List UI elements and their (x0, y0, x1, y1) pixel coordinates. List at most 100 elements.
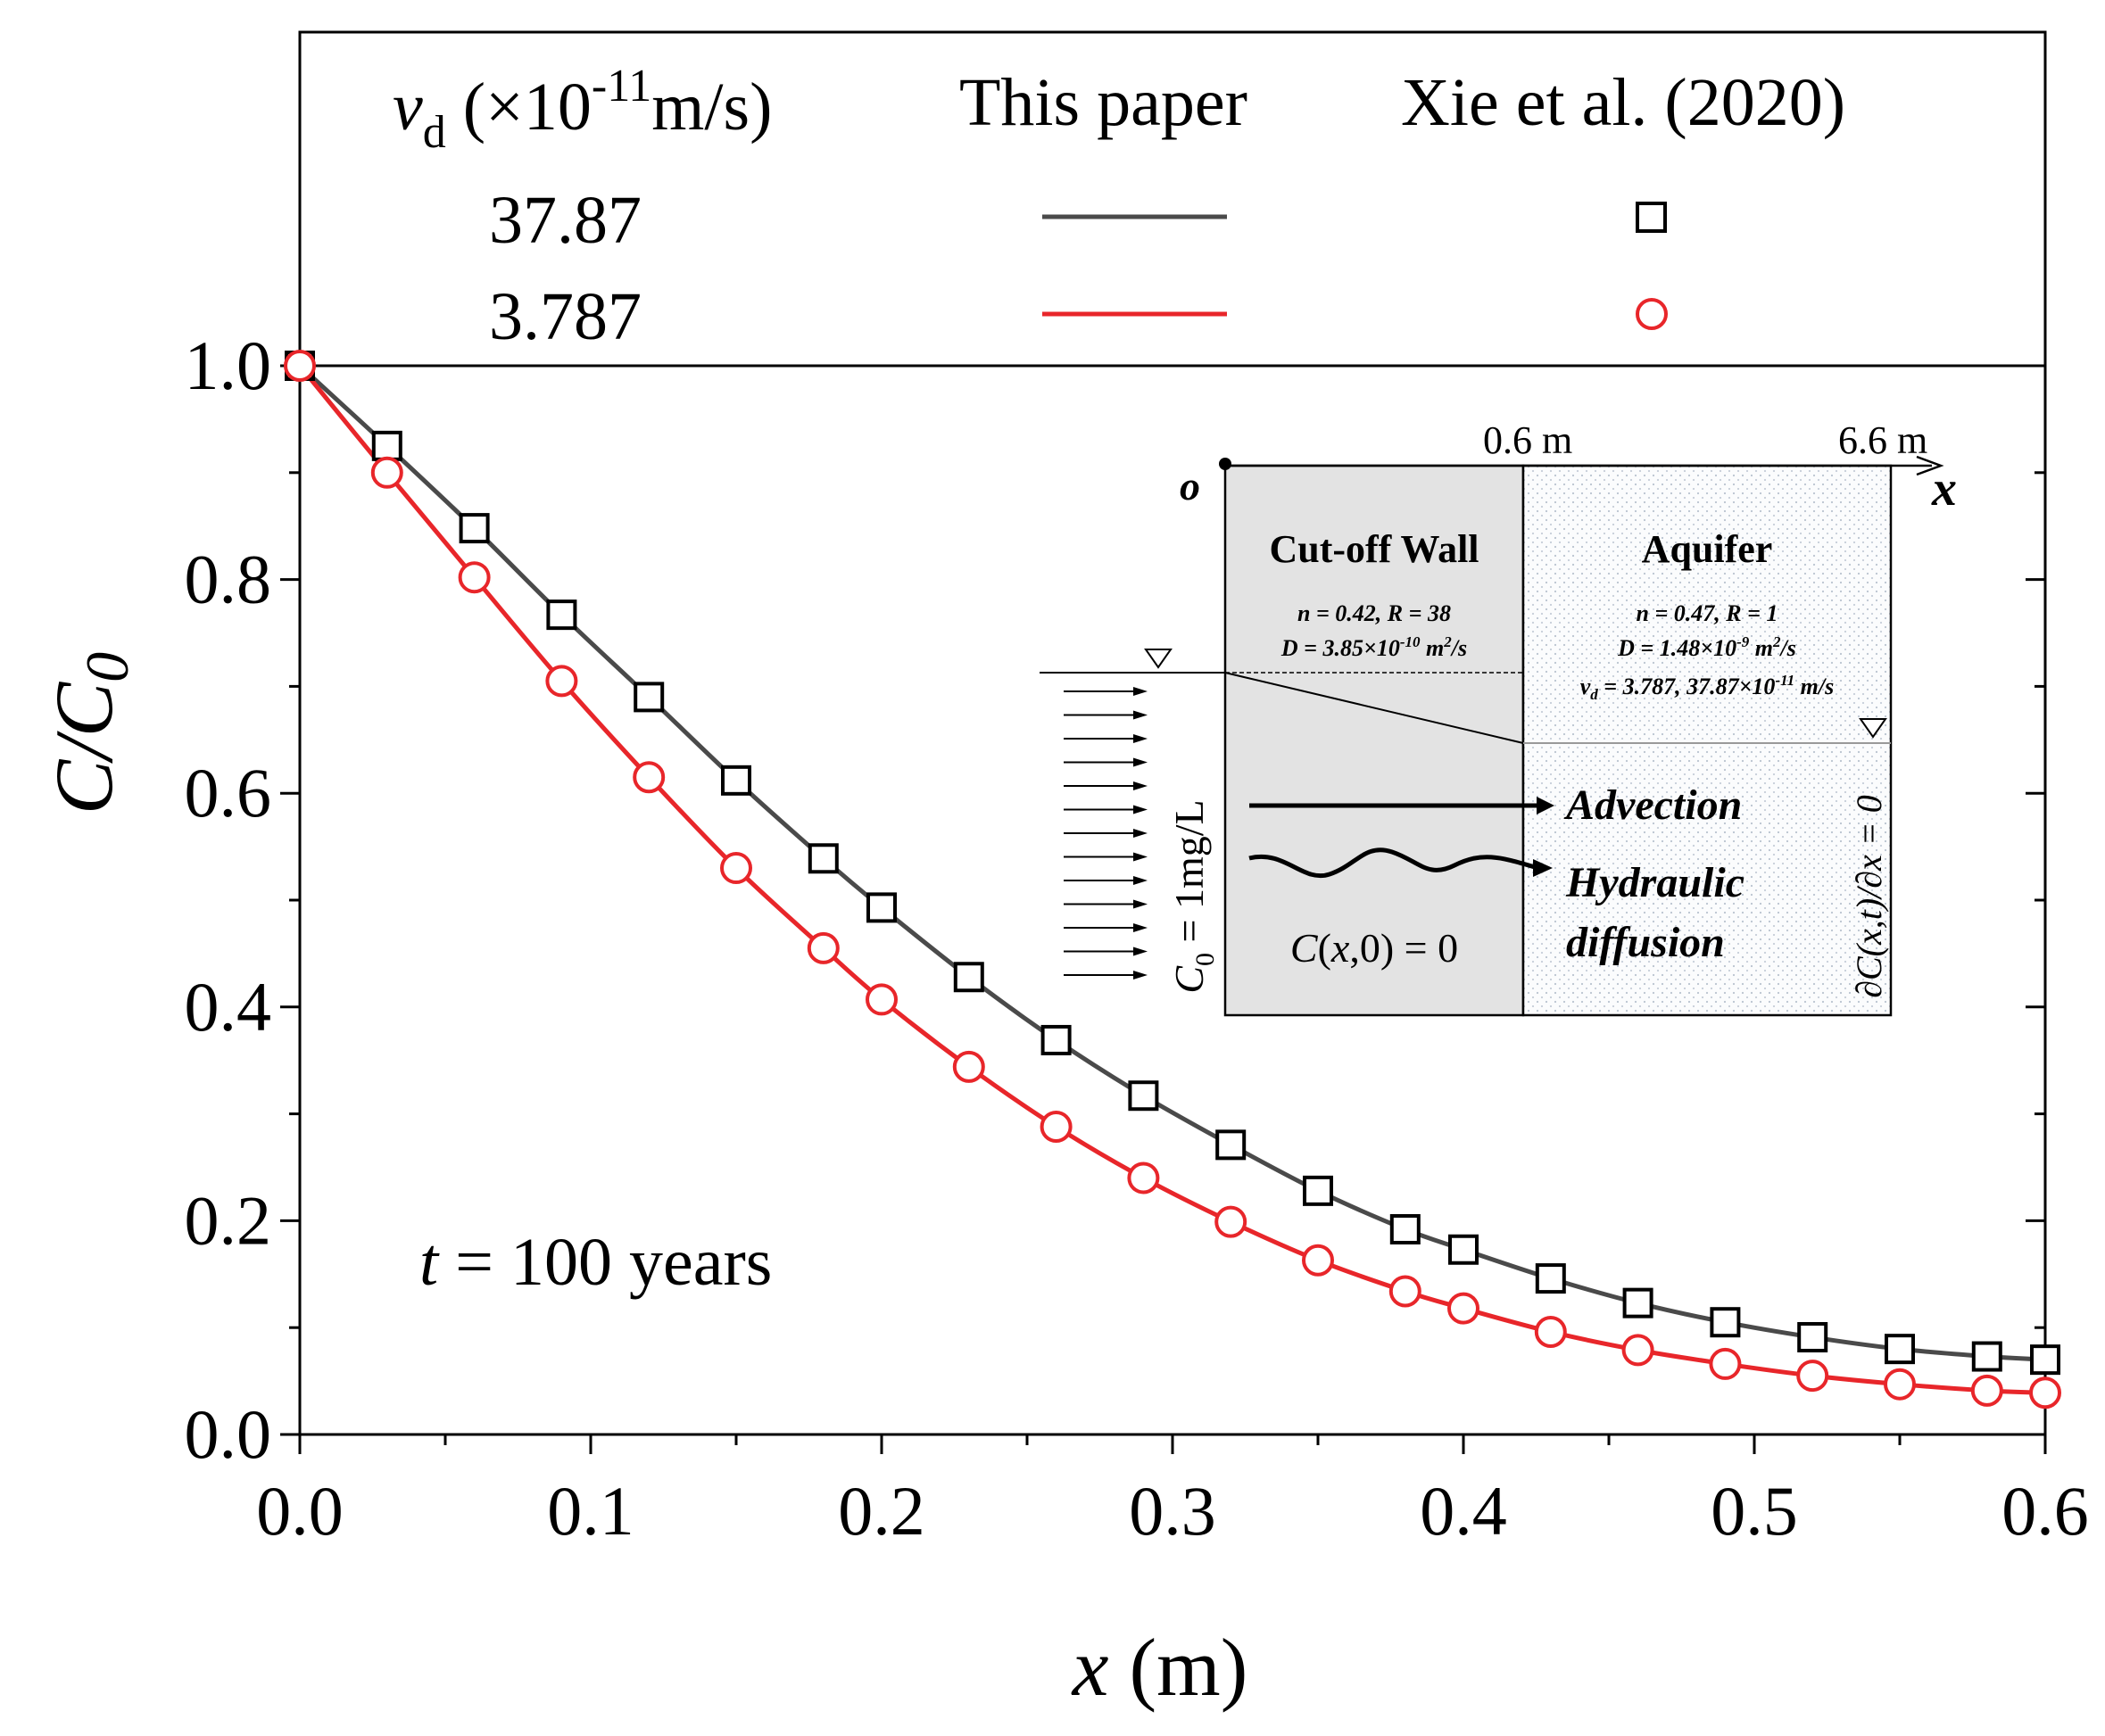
diffusion-arrowhead (1533, 859, 1553, 877)
aquifer-params-3: vd = 3.787, 37.87×10-11 m/s (1580, 672, 1835, 703)
data-point-square (1128, 1080, 1159, 1112)
data-point-circle (1447, 1292, 1479, 1325)
aquifer-region (1521, 464, 1893, 1017)
data-point-circle (370, 456, 403, 489)
x-tick-label: 0.4 (1420, 1472, 1507, 1550)
data-point-circle (1302, 1244, 1334, 1277)
x-tick-label: 0.0 (256, 1472, 344, 1550)
series-layer (284, 350, 2061, 1409)
label-0.6m: 0.6 m (1483, 418, 1572, 462)
y-tick-label: 0.6 (185, 754, 272, 831)
data-point-circle (2029, 1376, 2061, 1409)
data-point-square (953, 962, 984, 993)
data-point-square (459, 513, 490, 544)
time-annotation: t = 100 years (419, 1225, 772, 1300)
aquifer-params-2: D = 1.48×10-9 m2/s (1617, 633, 1796, 661)
data-point-square (1710, 1307, 1741, 1338)
x-tick-label: 0.6 (2001, 1472, 2089, 1550)
aquifer-params-1: n = 0.47, R = 1 (1637, 600, 1778, 626)
boundary-arrowhead (1133, 852, 1148, 862)
x-axis-arrowhead (1916, 455, 1944, 476)
data-point-circle (1127, 1161, 1160, 1195)
legend-circle-marker (1636, 298, 1668, 330)
boundary-arrowhead (1133, 876, 1148, 885)
y-tick-label: 1.0 (185, 327, 272, 404)
initial-condition-label: C(x,0) = 0 (1290, 925, 1458, 971)
advection-arrowhead (1537, 797, 1554, 814)
boundary-arrowhead (1133, 710, 1148, 720)
legend-header-this-paper: This paper (959, 65, 1247, 140)
data-point-circle (952, 1050, 985, 1083)
data-point-circle (1621, 1334, 1654, 1367)
x-axis-title: x (m) (1071, 1622, 1248, 1713)
data-point-square (808, 843, 839, 874)
boundary-left-label: C0 = 1mg/L (1166, 799, 1220, 993)
label-6.6m: 6.6 m (1838, 418, 1927, 462)
wall-params-1: n = 0.42, R = 38 (1297, 600, 1451, 626)
boundary-arrowhead (1133, 757, 1148, 767)
y-tick-label: 0.8 (185, 541, 272, 618)
data-point-circle (284, 350, 316, 382)
data-point-circle (1388, 1275, 1421, 1308)
origin-dot (1219, 458, 1231, 470)
water-symbol-right (1859, 718, 1887, 739)
legend: vd (×10-11m/s) This paper Xie et al. (20… (393, 61, 1845, 354)
y-axis-title: C/C0 (38, 652, 141, 814)
x-tick-label: 0.5 (1711, 1472, 1798, 1550)
svg-text:x (m): x (m) (1071, 1622, 1248, 1713)
data-point-circle (1709, 1347, 1742, 1380)
water-level-slope (1224, 672, 1524, 744)
y-tick-label: 0.4 (185, 968, 272, 1046)
data-point-square (1797, 1321, 1828, 1352)
axis-ticks: 0.0 0.1 0.2 0.3 0.4 0.5 0.6 0.0 0.2 0.4 0.6 0.8 1.0 (185, 327, 2089, 1550)
y-tick-label: 0.0 (185, 1395, 272, 1473)
diffusion-label: diffusion (1566, 919, 1725, 966)
wall-params-2: D = 3.85×10-10 m2/s (1280, 633, 1467, 661)
data-point-square (866, 892, 897, 923)
aquifer-title: Aquifer (1642, 527, 1773, 571)
data-point-circle (1214, 1205, 1247, 1238)
boundary-arrowhead (1133, 923, 1148, 932)
data-point-circle (1534, 1315, 1567, 1348)
x-tick-label: 0.1 (547, 1472, 634, 1550)
data-point-square (1535, 1263, 1566, 1294)
boundary-arrowhead (1133, 971, 1148, 980)
boundary-arrowhead (1133, 829, 1148, 838)
boundary-arrowhead (1133, 734, 1148, 743)
data-point-circle (633, 761, 666, 794)
inset-x-label: x (1931, 461, 1957, 517)
legend-row-1-label: 37.87 (489, 183, 642, 258)
svg-text:C/C0: C/C0 (38, 652, 141, 814)
diffusion-wave (1248, 847, 1536, 879)
data-point-square (634, 682, 665, 713)
data-point-square (1040, 1024, 1072, 1055)
data-point-circle (720, 852, 752, 885)
boundary-arrowhead (1133, 805, 1148, 814)
legend-row-2-label: 3.787 (489, 279, 642, 354)
y-tick-label: 0.2 (185, 1181, 272, 1259)
advection-label: Advection (1563, 781, 1742, 829)
x-tick-label: 0.2 (838, 1472, 925, 1550)
data-point-square (1885, 1334, 1915, 1365)
boundary-arrowhead (1133, 781, 1148, 790)
data-point-square (1622, 1287, 1653, 1319)
legend-square-marker (1636, 202, 1667, 233)
boundary-arrowhead (1133, 687, 1148, 696)
boundary-arrowhead (1133, 899, 1148, 909)
boundary-arrowhead (1133, 947, 1148, 956)
legend-header-vd: vd (×10-11m/s) (393, 61, 772, 158)
boundary-right-label: ∂C(x,t)/∂x = 0 (1849, 795, 1889, 998)
x-tick-label: 0.3 (1129, 1472, 1216, 1550)
legend-header-xie: Xie et al. (2020) (1401, 65, 1845, 140)
data-point-circle (807, 931, 840, 964)
data-point-square (1215, 1129, 1247, 1161)
water-symbol-left (1144, 649, 1173, 669)
data-point-square (1303, 1175, 1333, 1206)
data-point-circle (458, 561, 491, 594)
data-point-circle (1040, 1110, 1073, 1143)
data-point-square (371, 430, 402, 461)
data-point-circle (545, 665, 578, 698)
boundary-arrows (1064, 687, 1148, 980)
data-point-square (546, 599, 577, 631)
